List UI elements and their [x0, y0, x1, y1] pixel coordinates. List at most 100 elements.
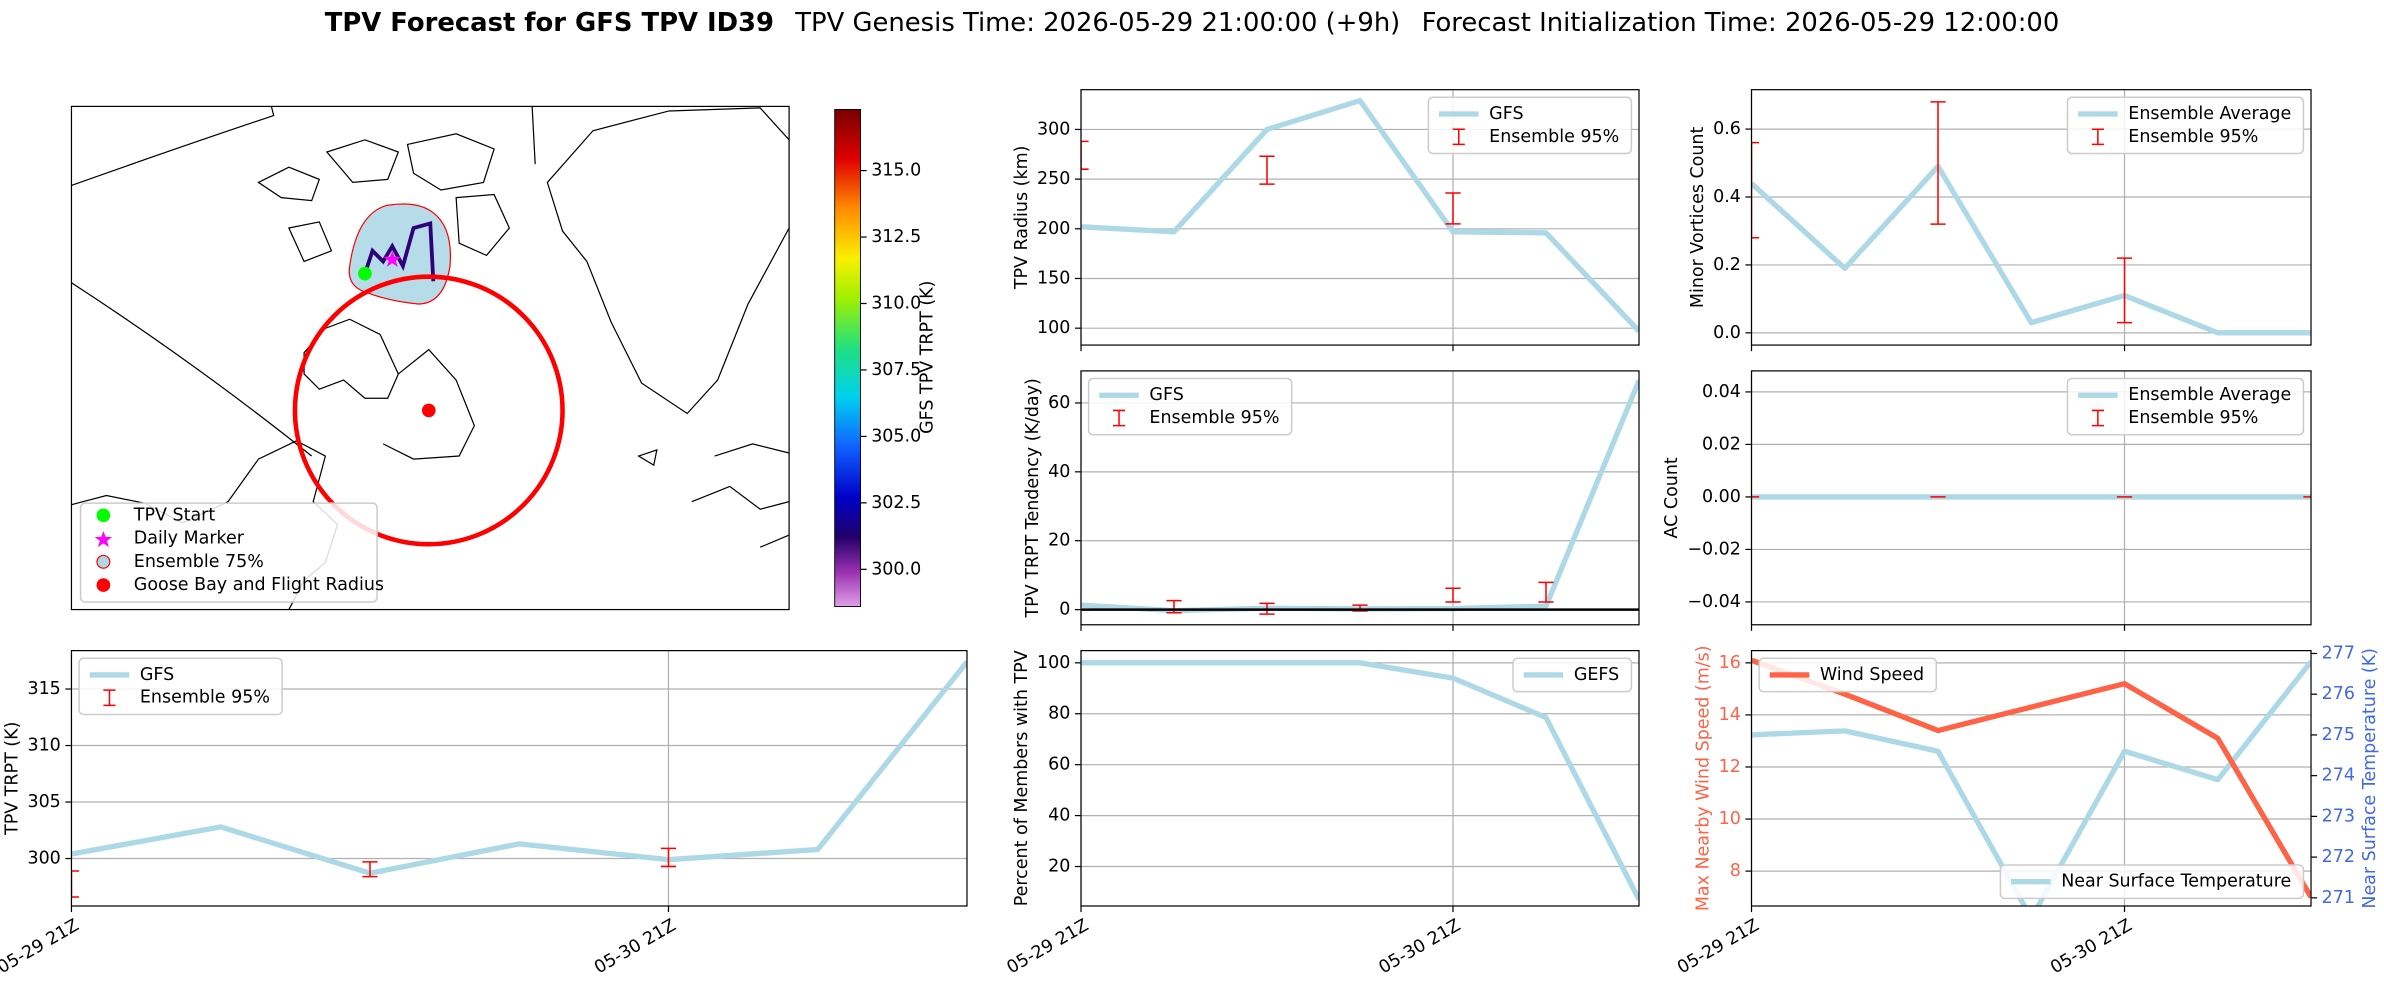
- axes-frame: [1750, 89, 2312, 346]
- error-bar: [71, 870, 80, 898]
- y-tick-label: 0.00: [1702, 487, 1741, 507]
- legend-sample: [1452, 128, 1465, 146]
- legend-label: GEFS: [1574, 665, 1619, 685]
- y-tick-label: 12: [1719, 757, 1741, 777]
- map: 300.0 302.5 305.0 307.5 310.0 312.5 315.0 GFS T…: [70, 105, 937, 611]
- colorbar-tick-label: 315.0: [871, 161, 921, 181]
- y2-tick-label: 273: [2322, 806, 2355, 826]
- legend-box: [79, 502, 378, 603]
- y-tick-label: 80: [1048, 704, 1070, 724]
- y-tick-label: 150: [1037, 268, 1070, 288]
- error-bar: [1445, 587, 1461, 603]
- error-bar: [1445, 192, 1461, 225]
- legend-box: [78, 657, 283, 716]
- y-tick-label: 0.02: [1702, 434, 1741, 454]
- y-tick-label: 60: [1048, 393, 1070, 413]
- legend-label: GFS: [140, 665, 174, 685]
- error-bar: [1751, 141, 1760, 239]
- axes-frame: [1080, 650, 1640, 907]
- colorbar-tick-label: 305.0: [871, 426, 921, 446]
- title-genesis: TPV Genesis Time: 2026-05-29 21:00:00 (+…: [794, 7, 1400, 37]
- axes-frame: [1080, 370, 1640, 626]
- colorbar-tick-label: 307.5: [871, 360, 921, 380]
- error-bar: [1259, 155, 1275, 185]
- y-tick-label: 305: [27, 792, 60, 812]
- legend-label: Ensemble 95%: [1489, 127, 1619, 147]
- y2-tick-label: 271: [2322, 888, 2355, 908]
- x-tick-label: 05-30 21Z: [591, 916, 679, 979]
- y-tick-label: 0.0: [1713, 323, 1741, 343]
- y-tick-label: 60: [1048, 755, 1070, 775]
- line: [1751, 657, 2312, 899]
- legend-marker: [96, 554, 111, 569]
- legend-sample: [1112, 409, 1126, 427]
- plot-area: [71, 660, 967, 898]
- y-tick-label: 20: [1048, 531, 1070, 551]
- goose-bay: [421, 403, 436, 418]
- legend-box: [1758, 657, 1938, 693]
- y-tick-label: 0: [1059, 600, 1070, 620]
- title-init: Forecast Initialization Time: 2026-05-29…: [1422, 7, 2060, 37]
- legend: Ensemble Average Ensemble 95%: [2066, 377, 2305, 436]
- plot-area: [1751, 101, 2312, 336]
- colorbar-label: GFS TPV TRPT (K): [917, 281, 937, 434]
- legend-marker: [96, 508, 111, 523]
- y-tick-label: 0.4: [1713, 187, 1741, 207]
- x-tick-label: 05-29 21Z: [0, 916, 83, 979]
- colorbar-tick-label: 300.0: [871, 559, 921, 579]
- axes-frame: [1750, 650, 2312, 907]
- tpv-start: [358, 266, 372, 281]
- x-tick-label: 05-30 21Z: [2047, 916, 2135, 979]
- legend-box: [1999, 864, 2305, 900]
- axes-frame: [1080, 89, 1640, 346]
- panel: 300 305 310 315 05-29 21Z 05-30 21Z TPV TRPT (…: [0, 650, 968, 979]
- plot-area: [1751, 657, 2312, 906]
- legend: GFS Ensemble 95%: [78, 657, 283, 716]
- legend-box: [2066, 377, 2305, 436]
- y-axis-label: TPV TRPT Tendency (K/day): [1023, 378, 1043, 618]
- flight-radius: [292, 274, 565, 547]
- legend: Ensemble Average Ensemble 95%: [2066, 96, 2305, 155]
- panel: 8 10 12 14 16 271 272 273 274 275 276 277 05-29 21Z 0…: [1674, 643, 2380, 978]
- legend-box: [1512, 657, 1633, 693]
- y-tick-label: 200: [1037, 219, 1070, 239]
- legend: Near Surface Temperature: [1999, 864, 2305, 900]
- y-tick-label: 14: [1719, 705, 1741, 725]
- colorbar-tick-label: 312.5: [871, 227, 921, 247]
- legend: TPV Start Daily Marker Ensemble 75% Goose B…: [79, 502, 384, 603]
- x-tick-label: 05-29 21Z: [1004, 916, 1092, 979]
- legend-label: Ensemble 95%: [2128, 127, 2258, 147]
- y-axis-label: Percent of Members with TPV: [1012, 650, 1032, 906]
- y-axis-label: Max Nearby Wind Speed (m/s): [1693, 645, 1713, 911]
- error-bar: [362, 861, 378, 878]
- legend-box: [2066, 96, 2305, 155]
- y-tick-label: 100: [1037, 653, 1070, 673]
- y-tick-label: 8: [1730, 861, 1741, 881]
- y2-axis-label: Near Surface Temperature (K): [2360, 648, 2380, 909]
- legend-sample: [2091, 128, 2104, 146]
- y-tick-label: 310: [27, 736, 60, 756]
- tracks: [292, 203, 565, 547]
- y-axis-label: TPV TRPT (K): [2, 722, 22, 836]
- y-tick-label: 10: [1719, 809, 1741, 829]
- legend-label: Wind Speed: [1820, 665, 1924, 685]
- y-tick-label: 0.6: [1713, 119, 1741, 139]
- legend: Wind Speed: [1758, 657, 1938, 693]
- y2-tick-label: 277: [2322, 643, 2355, 663]
- y-tick-label: 0.2: [1713, 255, 1741, 275]
- line: [1081, 660, 1639, 901]
- y-tick-label: 20: [1048, 857, 1070, 877]
- x-tick-label: 05-30 21Z: [1376, 916, 1464, 979]
- y-tick-label: 0.04: [1702, 382, 1741, 402]
- y-tick-label: 300: [27, 849, 60, 869]
- error-bar: [1538, 581, 1554, 603]
- legend-label: GFS: [1489, 104, 1523, 124]
- line: [1751, 163, 2312, 336]
- legend-label: Ensemble Average: [2128, 104, 2291, 124]
- legend-label: Ensemble Average: [2128, 385, 2291, 405]
- y-axis-label: TPV Radius (km): [1012, 146, 1032, 291]
- panel: −0.04 −0.02 0.00 0.02 0.04 AC Count Ensemble A…: [1662, 370, 2312, 631]
- line: [1751, 659, 2312, 906]
